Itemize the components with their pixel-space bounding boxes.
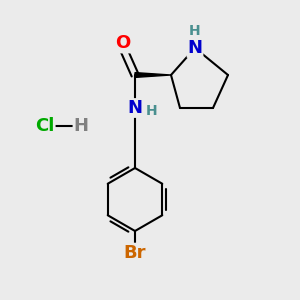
Text: Cl: Cl: [35, 117, 55, 135]
Polygon shape: [135, 73, 171, 77]
Text: H: H: [74, 117, 88, 135]
Text: H: H: [146, 104, 157, 118]
Text: N: N: [188, 39, 202, 57]
Text: N: N: [128, 99, 142, 117]
Text: Br: Br: [124, 244, 146, 262]
Text: H: H: [189, 25, 201, 38]
Text: O: O: [116, 34, 130, 52]
